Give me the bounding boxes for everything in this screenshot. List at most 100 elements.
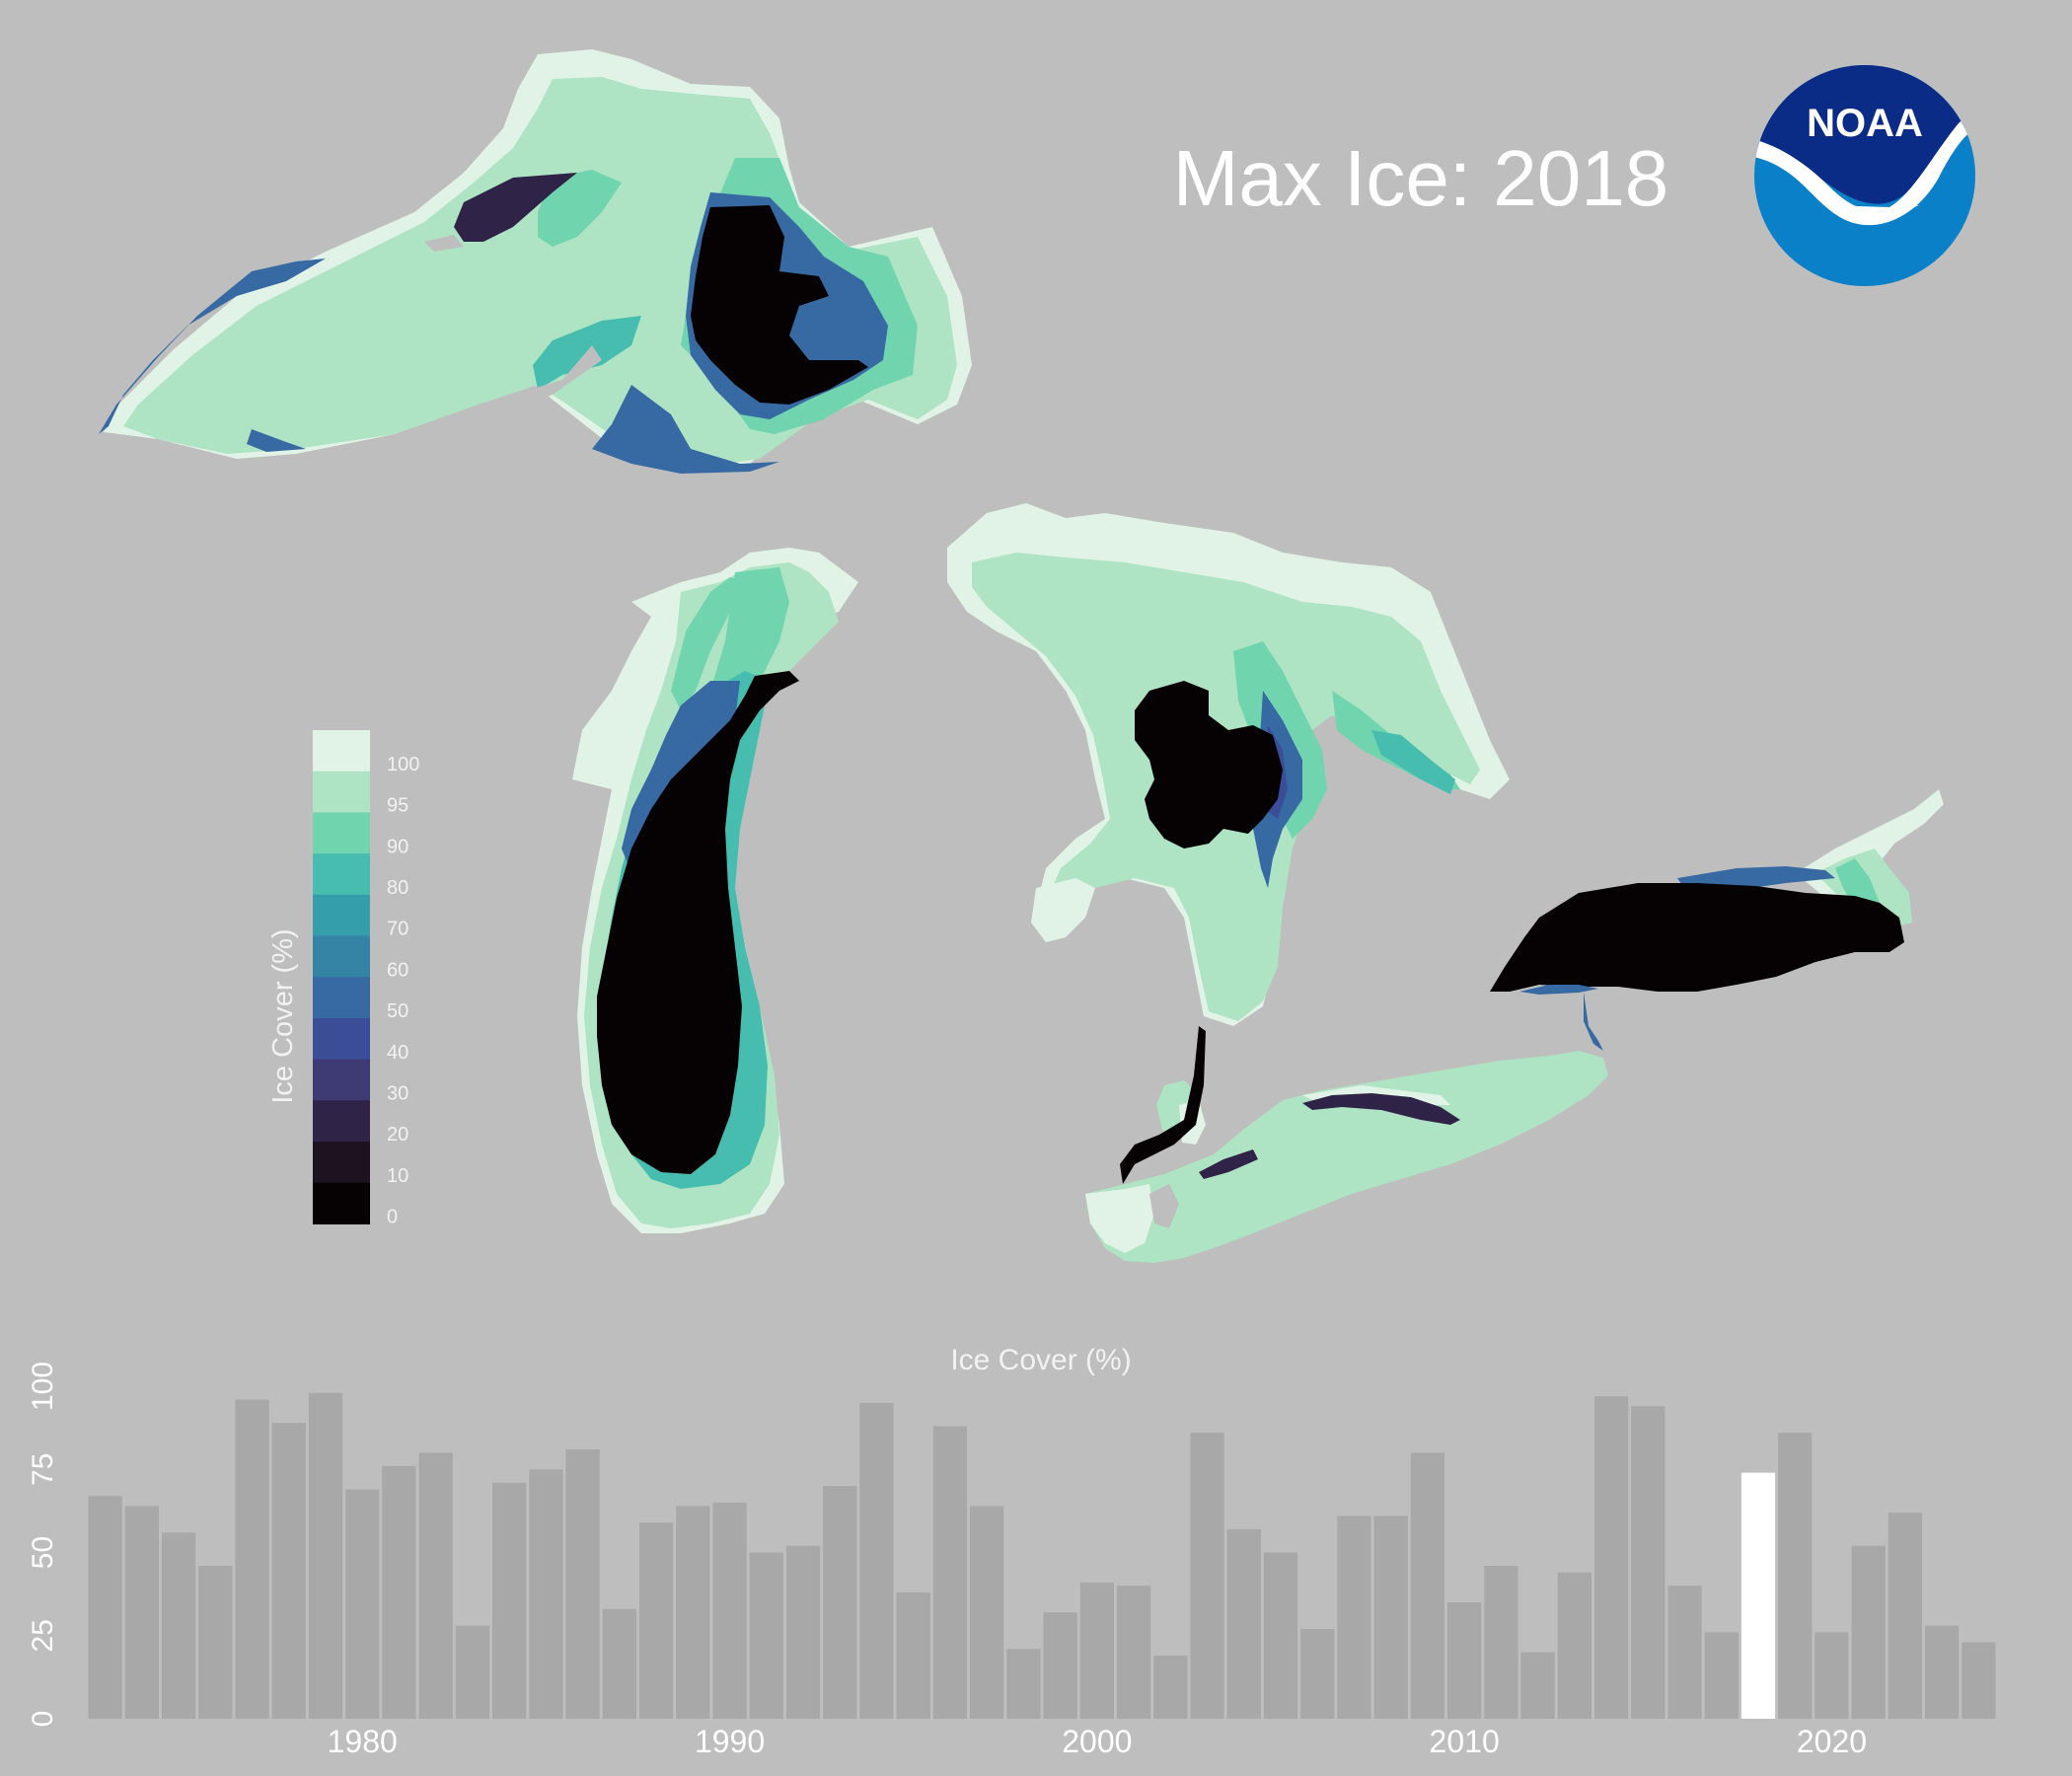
legend-label: 95 [387, 795, 408, 817]
bar [785, 1545, 821, 1719]
legend-label: 60 [387, 959, 408, 981]
bar [308, 1392, 343, 1719]
bar [638, 1522, 674, 1719]
legend-swatch [313, 1059, 370, 1101]
legend-label: 50 [387, 1000, 408, 1022]
bar [1593, 1396, 1629, 1719]
legend-label: 90 [387, 836, 408, 857]
legend-swatch [313, 771, 370, 813]
legend-swatch [313, 1100, 370, 1143]
bar [271, 1423, 306, 1719]
legend-swatch [313, 1182, 370, 1224]
legend-label: 40 [387, 1042, 408, 1064]
bar [1300, 1629, 1335, 1719]
bar [455, 1625, 490, 1719]
bar [1631, 1406, 1665, 1719]
bar [124, 1506, 159, 1719]
bar [198, 1565, 233, 1719]
bar [1153, 1655, 1188, 1719]
legend-label: 20 [387, 1124, 408, 1146]
bar [1484, 1565, 1518, 1719]
lake-st-clair [1120, 1026, 1206, 1184]
bar [235, 1399, 269, 1719]
bar [1778, 1433, 1813, 1719]
bar [823, 1486, 857, 1719]
bar [492, 1482, 527, 1719]
x-axis-ticks: 1980 1990 2000 2010 2020 [328, 1724, 1867, 1759]
legend-label: 100 [387, 754, 419, 776]
legend-swatch [313, 935, 370, 978]
x-tick-label: 2010 [1430, 1724, 1500, 1759]
lake-ontario [1490, 789, 1944, 1051]
bar [676, 1506, 710, 1719]
chart-bars [88, 1392, 1996, 1719]
bar [161, 1532, 196, 1719]
lake-michigan [572, 548, 858, 1233]
bar [970, 1506, 1004, 1719]
bar [1410, 1452, 1445, 1719]
lake-erie [1085, 1051, 1608, 1263]
bar [712, 1502, 747, 1719]
bar [1079, 1582, 1114, 1719]
bar [932, 1426, 968, 1719]
chart-title: Ice Cover (%) [950, 1344, 1131, 1376]
legend-label: 70 [387, 919, 408, 940]
bar [1520, 1652, 1555, 1719]
bar [859, 1402, 894, 1719]
great-lakes-map [99, 49, 1944, 1263]
x-tick-label: 2000 [1062, 1724, 1132, 1759]
bar [1814, 1632, 1849, 1719]
legend-swatch [313, 853, 370, 896]
y-tick-label: 100 [27, 1362, 59, 1411]
bar [1337, 1516, 1371, 1719]
y-axis-ticks: 0 25 50 75 100 [27, 1362, 59, 1727]
legend-swatches [313, 730, 370, 1224]
ice-cover-chart: Ice Cover (%) 0 25 50 75 100 1980 1990 2000 201… [27, 1344, 1996, 1759]
bar [602, 1608, 636, 1719]
noaa-logo: NOAA [1754, 65, 1975, 286]
bar-highlight [1740, 1472, 1776, 1719]
bar [1851, 1545, 1886, 1719]
legend-swatch [313, 730, 370, 773]
x-tick-label: 1990 [695, 1724, 765, 1759]
bar [1961, 1642, 1996, 1719]
legend-swatch [313, 1142, 370, 1184]
bar [1226, 1528, 1261, 1719]
bar [382, 1465, 416, 1719]
y-tick-label: 75 [27, 1453, 59, 1486]
bar [1373, 1516, 1408, 1719]
legend-swatch [313, 977, 370, 1019]
legend-label: 80 [387, 877, 408, 899]
bar [1704, 1632, 1739, 1719]
bar [565, 1449, 600, 1719]
bar [1190, 1433, 1224, 1719]
bar [1116, 1586, 1151, 1719]
legend-title: Ice Cover (%) [267, 928, 299, 1103]
legend-swatch [313, 812, 370, 854]
x-tick-label: 2020 [1797, 1724, 1867, 1759]
y-tick-label: 0 [27, 1711, 59, 1728]
y-tick-label: 50 [27, 1536, 59, 1569]
bar [896, 1591, 930, 1719]
map-title: Max Ice: 2018 [1173, 134, 1669, 222]
bar [1447, 1602, 1482, 1719]
legend-swatch [313, 894, 370, 937]
bar [1557, 1572, 1591, 1719]
lake-superior [99, 49, 972, 474]
legend-label: 30 [387, 1082, 408, 1104]
bar [1043, 1612, 1077, 1719]
lake-huron [947, 503, 1510, 1026]
legend-label: 10 [387, 1165, 408, 1187]
bar [1925, 1625, 1960, 1719]
bar [1263, 1552, 1298, 1719]
noaa-logo-text: NOAA [1807, 102, 1923, 145]
bar [345, 1489, 380, 1719]
legend-swatch [313, 1017, 370, 1061]
bar [529, 1469, 563, 1719]
bar [1887, 1513, 1923, 1719]
bar [1667, 1586, 1702, 1719]
x-tick-label: 1980 [328, 1724, 398, 1759]
